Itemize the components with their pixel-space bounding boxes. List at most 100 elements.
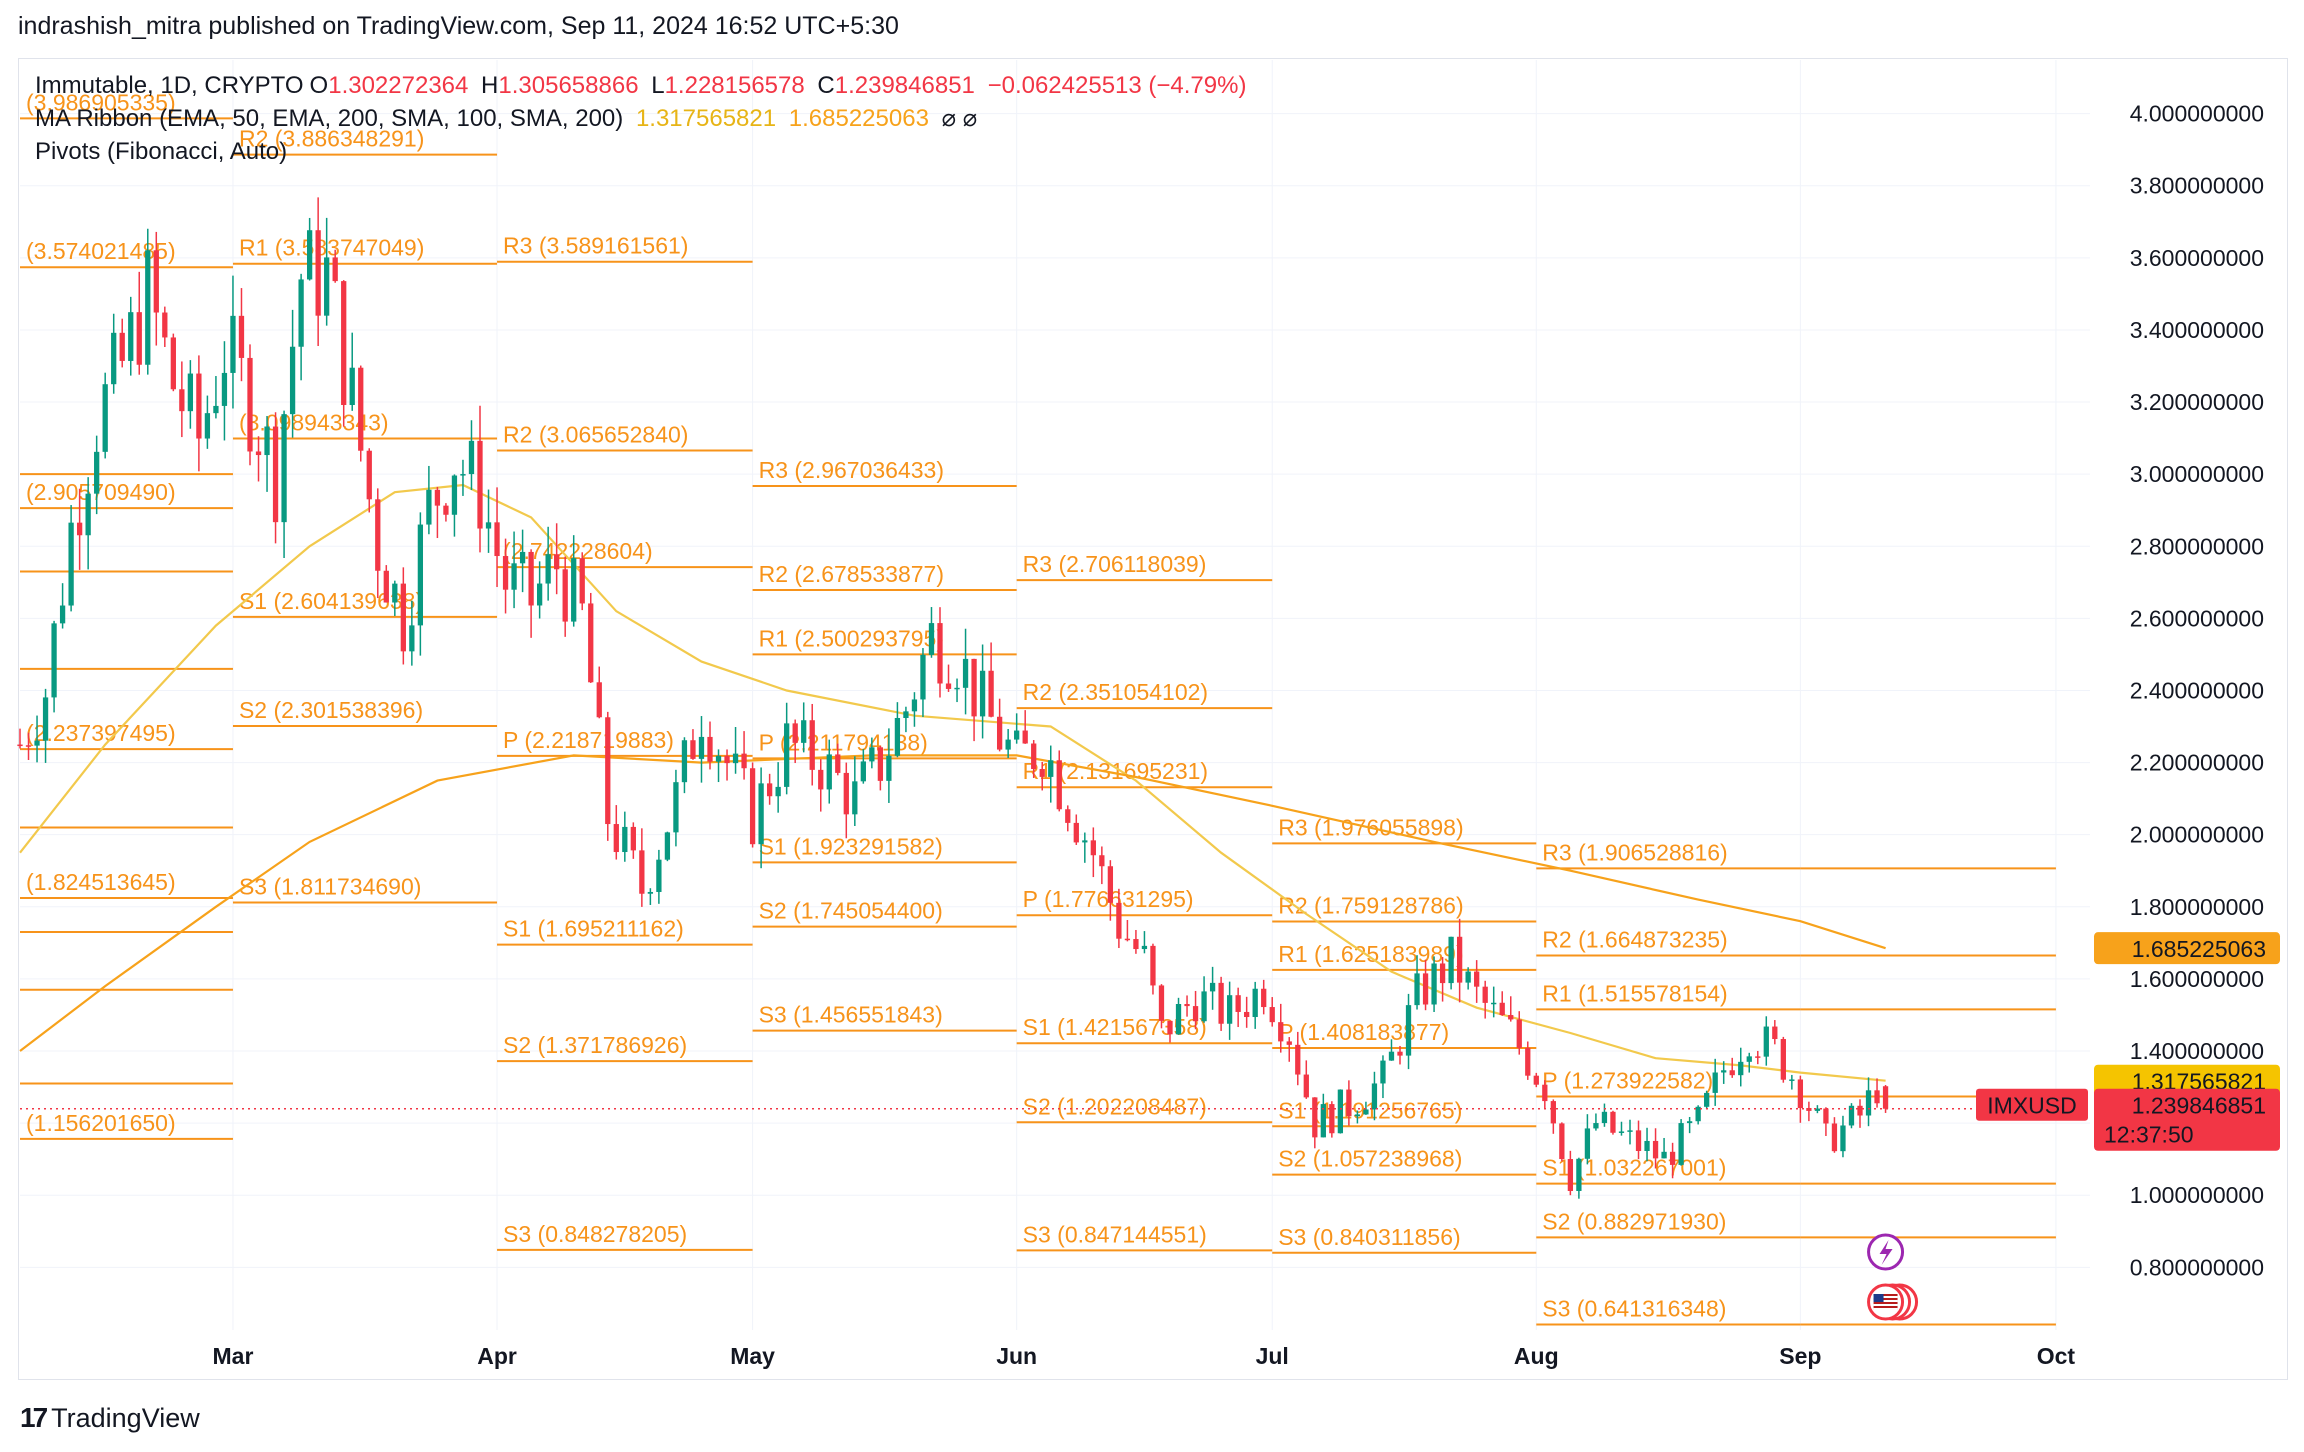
candle-body — [358, 367, 364, 451]
pivot-label: (2.237397495) — [26, 720, 176, 746]
candle-body — [1158, 985, 1165, 1021]
candle-body — [255, 451, 262, 456]
price-axis-label: 2.600000000 — [2130, 605, 2264, 631]
candle-body — [1772, 1026, 1778, 1040]
candle-body — [792, 723, 798, 743]
pivot-label: S2 (1.057238968) — [1278, 1146, 1462, 1172]
candle-body — [324, 257, 330, 316]
pivot-label: R2 (2.351054102) — [1023, 679, 1208, 705]
legend-ma-ribbon[interactable]: MA Ribbon (EMA, 50, EMA, 200, SMA, 100, … — [35, 104, 983, 133]
pivot-label: R1 (1.625183989) — [1278, 941, 1463, 967]
candle-body — [1678, 1123, 1684, 1165]
candle-body — [153, 250, 159, 313]
candle-body — [1380, 1060, 1386, 1084]
price-axis-label: 3.200000000 — [2130, 389, 2264, 415]
candle-body — [1397, 1051, 1403, 1056]
candle-body — [996, 716, 1003, 750]
pivot-label: R3 (3.589161561) — [503, 233, 688, 259]
ema-200-line — [19, 754, 1886, 1052]
tradingview-logo-icon: 17 — [20, 1402, 48, 1433]
candle-body — [741, 753, 747, 769]
candle-body — [1465, 971, 1471, 983]
candle-body — [1499, 1002, 1505, 1016]
candle-body — [502, 556, 509, 590]
candle-body — [128, 312, 134, 361]
candle-body — [170, 337, 176, 390]
candle-body — [1244, 1011, 1250, 1018]
candle-body — [979, 670, 986, 717]
candle-body — [306, 230, 313, 280]
candle-body — [1746, 1056, 1752, 1062]
candle-body — [426, 489, 432, 525]
candle-body — [1337, 1089, 1344, 1134]
candle-body — [877, 747, 884, 781]
candle-body — [1065, 809, 1071, 823]
candle-body — [1584, 1128, 1591, 1159]
candle-body — [511, 563, 517, 590]
candle-body — [775, 786, 781, 797]
candle-body — [1635, 1130, 1642, 1151]
candle-body — [1056, 760, 1062, 810]
candle-body — [1491, 1002, 1497, 1005]
candle-body — [341, 281, 347, 405]
pivot-label: S1 (1.695211162) — [503, 916, 684, 942]
candle-body — [1329, 1104, 1335, 1134]
candle-body — [1865, 1090, 1872, 1116]
candle-body — [1141, 945, 1148, 950]
pivot-label: R3 (2.706118039) — [1023, 551, 1207, 577]
price-axis-label: 3.600000000 — [2130, 245, 2264, 271]
candle-body — [1371, 1083, 1378, 1110]
candle-body — [1312, 1097, 1318, 1138]
flag-stripe — [1873, 1300, 1898, 1302]
candle-body — [196, 373, 202, 439]
pivot-label: S2 (1.745054400) — [759, 898, 943, 924]
price-axis-label: 3.800000000 — [2130, 173, 2264, 199]
candle-body — [1031, 743, 1037, 770]
candle-body — [264, 426, 270, 456]
pivot-label: S3 (1.811734690) — [239, 874, 421, 900]
candle-body — [1508, 1015, 1514, 1020]
time-axis[interactable]: Mar Apr May Jun Jul Aug Sep Oct — [213, 1343, 2076, 1369]
candle-body — [1269, 1007, 1275, 1023]
candle-body — [1567, 1159, 1574, 1191]
candle-body — [1525, 1047, 1531, 1076]
candle-body — [1167, 1020, 1173, 1035]
candle-body — [1627, 1130, 1633, 1132]
candle-body — [238, 315, 245, 358]
candle-body — [519, 551, 526, 564]
legend-ohlc: Immutable, 1D, CRYPTO O1.302272364 H1.305… — [35, 72, 1252, 100]
candle-body — [571, 558, 577, 622]
chart-frame[interactable] — [18, 58, 2288, 1380]
price-tag-box — [2094, 1088, 2280, 1151]
candle-body — [903, 711, 909, 718]
candle-body — [366, 450, 372, 500]
candle-body — [289, 346, 296, 415]
candle-body — [1431, 963, 1437, 1005]
month-label: Oct — [2037, 1343, 2076, 1369]
candle-body — [1831, 1123, 1838, 1152]
candle-body — [1261, 988, 1267, 1008]
legend-close-label: C — [817, 72, 835, 99]
candle-body — [1116, 902, 1122, 939]
candle-body — [1354, 1114, 1361, 1117]
price-axis-label: 1.800000000 — [2130, 894, 2264, 920]
candle-body — [162, 312, 168, 338]
candle-body — [928, 623, 935, 655]
candle-body — [51, 623, 57, 698]
tradingview-logo[interactable]: 17 TradingView — [20, 1402, 200, 1434]
legend-pivots[interactable]: Pivots (Fibonacci, Auto) — [35, 138, 293, 166]
candle-body — [1533, 1075, 1539, 1085]
candle-body — [1226, 995, 1233, 1024]
candle-body — [1729, 1070, 1735, 1076]
pivot-label: R1 (2.500293795) — [759, 625, 944, 651]
event-markers[interactable] — [1867, 1233, 1919, 1321]
candle-body — [945, 683, 952, 689]
candle-body — [1780, 1039, 1786, 1080]
candle-body — [1601, 1111, 1608, 1124]
candle-body — [230, 315, 236, 373]
candle-body — [477, 440, 483, 529]
candle-body — [1618, 1131, 1625, 1133]
ma-ribbon-value-1: 1.317565821 — [635, 105, 777, 132]
candle-body — [1099, 855, 1105, 867]
